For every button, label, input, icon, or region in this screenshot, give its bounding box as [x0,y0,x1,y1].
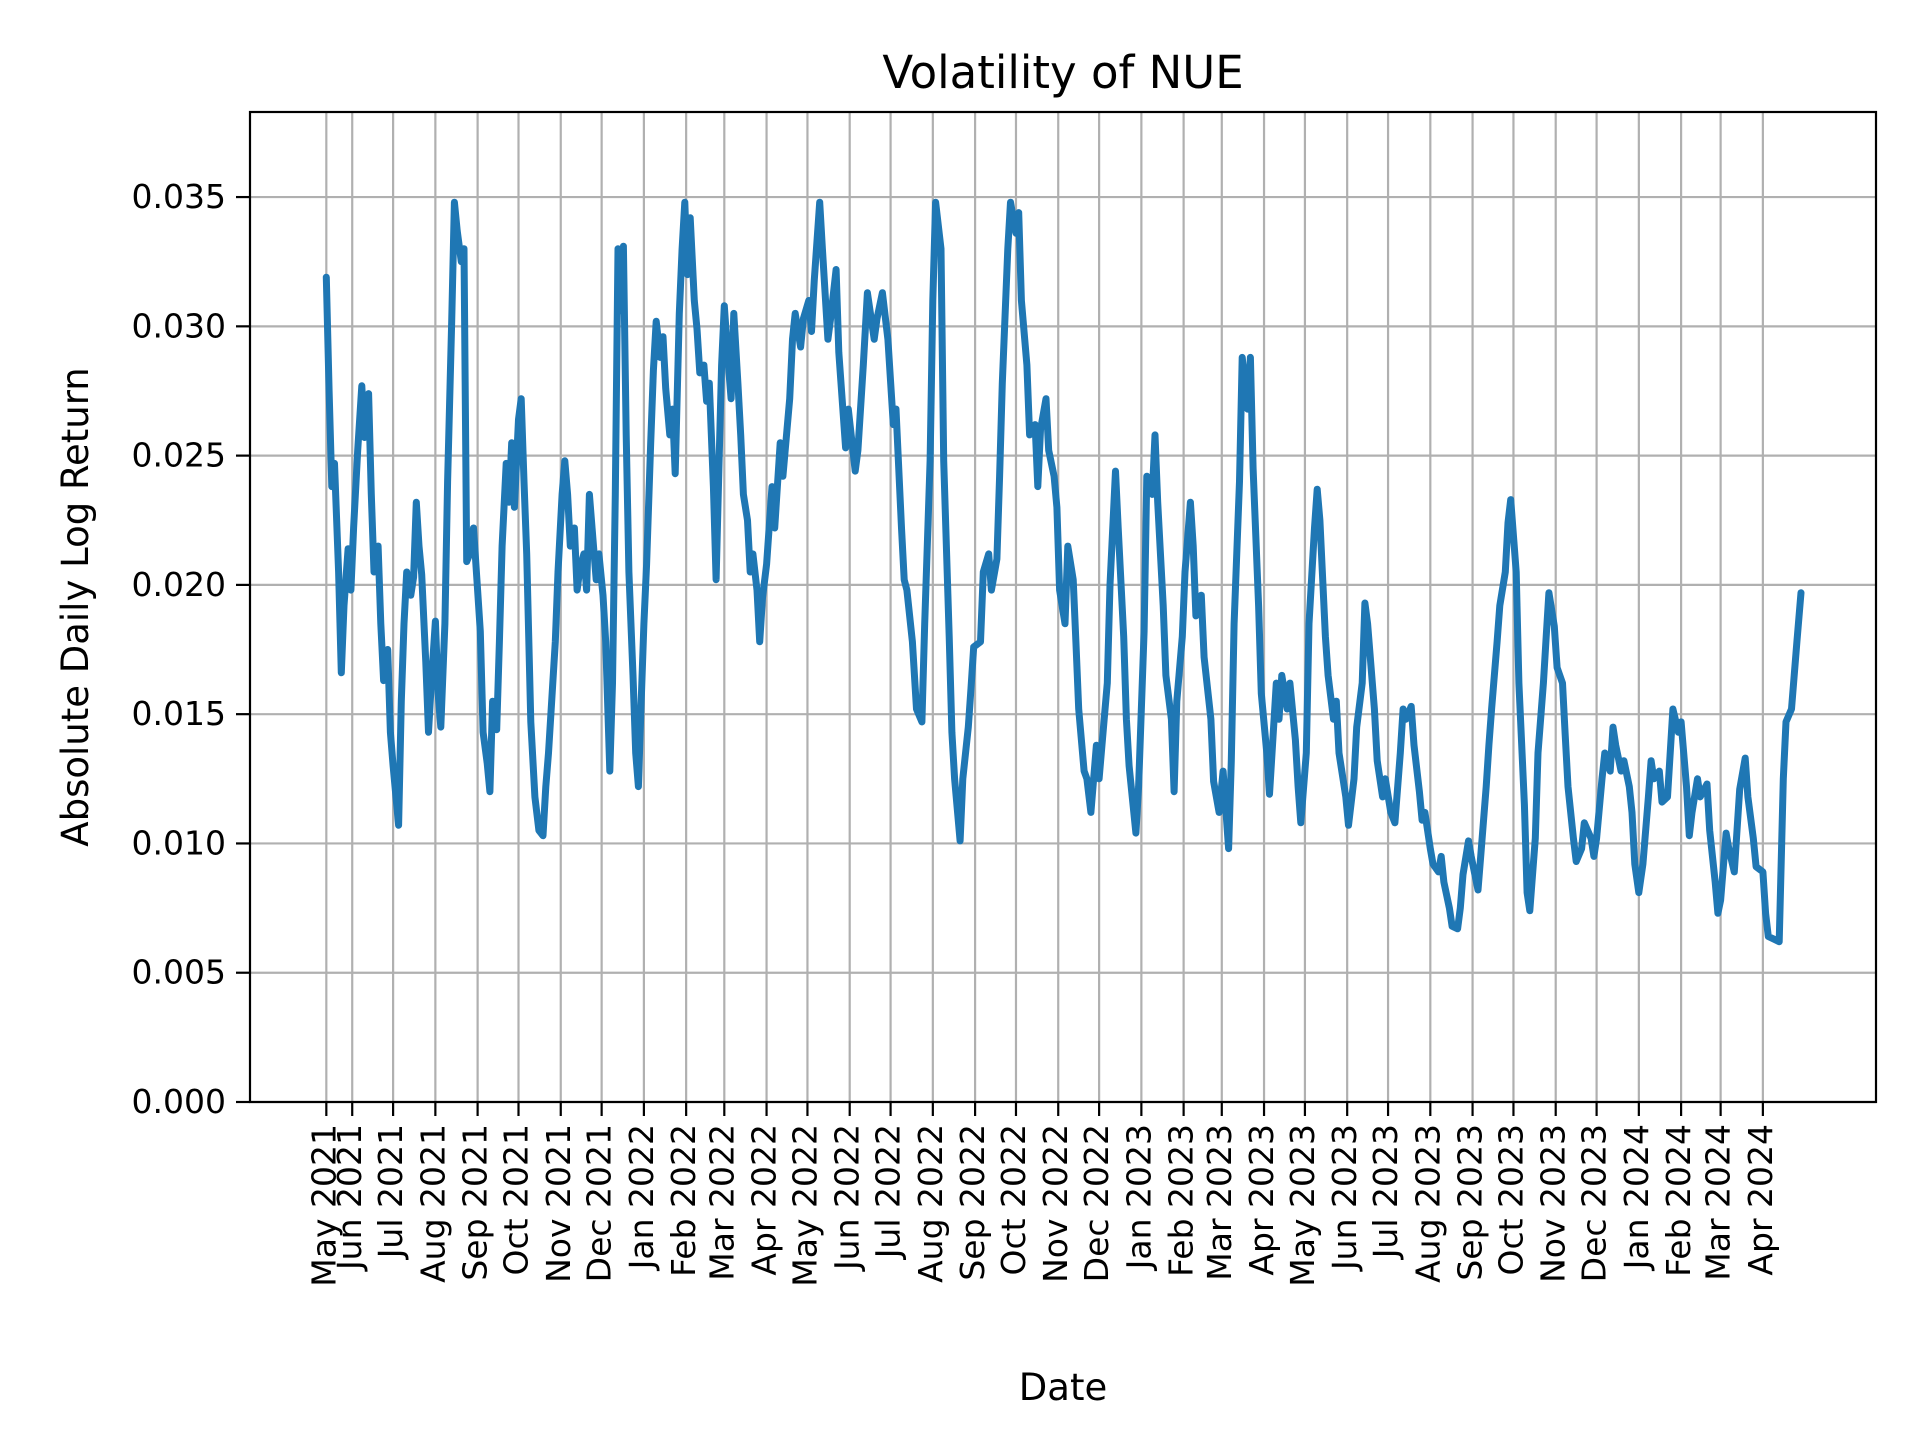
x-tick-label: Oct 2022 [994,1124,1033,1276]
x-tick-label: Sep 2022 [953,1124,992,1281]
x-tick-label: Aug 2023 [1408,1124,1447,1283]
x-tick-label: Jun 2021 [330,1124,369,1272]
y-tick-label: 0.010 [132,823,226,862]
y-tick-label: 0.005 [132,953,226,992]
x-tick-label: Feb 2022 [664,1124,703,1277]
y-tick-label: 0.015 [132,694,226,733]
x-tick-label: Jul 2022 [869,1124,908,1260]
x-tick-label: May 2023 [1283,1124,1322,1287]
chart-title: Volatility of NUE [882,46,1243,99]
x-tick-label: Nov 2023 [1534,1124,1573,1283]
x-tick-label: Apr 2022 [745,1124,784,1276]
x-tick-label: Dec 2021 [580,1124,619,1282]
y-tick-labels: 0.000 0.005 0.010 0.015 0.020 0.025 0.030 0.035 [132,177,226,1121]
x-tick-label: Nov 2021 [539,1124,578,1283]
x-tick-label: Oct 2021 [497,1124,536,1276]
volatility-series [322,198,1805,946]
x-tick-label: Jun 2022 [828,1124,867,1272]
x-tick-marks [325,1102,1764,1116]
x-tick-label: May 2022 [785,1124,824,1287]
x-tick-label: Sep 2023 [1451,1124,1490,1281]
x-tick-label: Apr 2023 [1242,1124,1281,1276]
plot-border [248,110,1878,1104]
x-tick-label: Mar 2024 [1699,1124,1738,1281]
x-tick-label: Aug 2021 [413,1124,452,1283]
y-tick-label: 0.030 [132,306,226,345]
x-tick-label: Apr 2024 [1741,1124,1780,1276]
series-line [322,198,1805,946]
y-axis-label: Absolute Daily Log Return [54,367,97,846]
x-tick-label: Dec 2023 [1575,1124,1614,1282]
x-tick-label: Aug 2022 [911,1124,950,1283]
x-tick-label: Feb 2023 [1162,1124,1201,1277]
x-tick-label: Jan 2023 [1119,1124,1158,1271]
y-tick-label: 0.000 [132,1082,226,1121]
x-tick-label: Mar 2022 [702,1124,741,1281]
x-tick-label: Nov 2022 [1036,1124,1075,1283]
y-tick-label: 0.020 [132,565,226,604]
y-tick-label: 0.035 [132,177,226,216]
x-tick-label: Mar 2023 [1200,1124,1239,1281]
x-tick-label: Jul 2023 [1366,1124,1405,1260]
y-tick-label: 0.025 [132,436,226,475]
x-axis-label: Date [1019,1366,1107,1409]
x-tick-label: Jul 2021 [371,1124,410,1260]
x-tick-label: May 2021 [304,1124,343,1287]
x-tick-label: Jun 2023 [1325,1124,1364,1272]
y-tick-marks [236,195,250,1104]
x-tick-label: Dec 2022 [1077,1124,1116,1282]
x-tick-label: Jan 2024 [1617,1124,1656,1271]
x-tick-label: Jan 2022 [622,1124,661,1271]
x-tick-label: Oct 2023 [1491,1124,1530,1276]
x-tick-label: Sep 2021 [456,1124,495,1281]
x-tick-label: Feb 2024 [1659,1124,1698,1277]
